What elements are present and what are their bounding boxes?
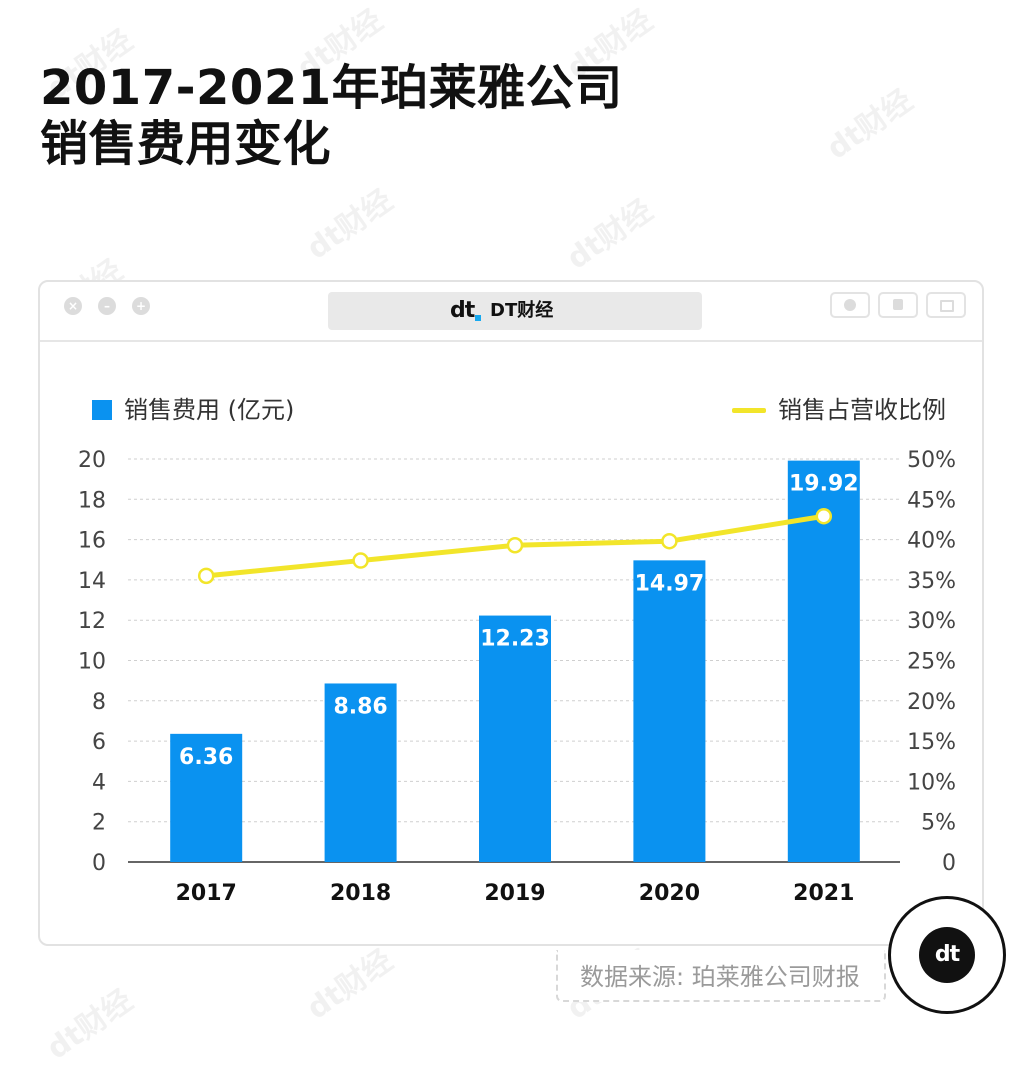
bar-value-label: 14.97	[635, 571, 705, 596]
y-right-tick-label: 20%	[907, 690, 956, 715]
page-title: 2017-2021年珀莱雅公司 销售费用变化	[40, 60, 623, 172]
x-tick-label: 2021	[793, 881, 854, 906]
y-left-tick-label: 2	[92, 811, 106, 836]
y-right-tick-label: 30%	[907, 609, 956, 634]
bar-value-label: 6.36	[179, 745, 233, 770]
dt-badge-logo-icon: dt	[919, 927, 975, 983]
legend-line-swatch	[732, 408, 766, 413]
y-left-tick-label: 20	[78, 448, 106, 473]
ratio-point	[352, 552, 369, 569]
y-left-tick-label: 14	[78, 569, 106, 594]
y-left-tick-label: 12	[78, 609, 106, 634]
bar-value-label: 19.92	[789, 472, 859, 497]
window-title-bar: × – + dt DT财经	[40, 282, 982, 342]
legend-bar: 销售费用 (亿元)	[92, 396, 294, 424]
dt-badge: dt	[888, 896, 1006, 1014]
y-right-tick-label: 0	[942, 851, 956, 876]
source-note: 数据来源: 珀莱雅公司财报	[580, 963, 860, 991]
bar-value-label: 12.23	[480, 627, 550, 652]
y-left-tick-label: 4	[92, 770, 106, 795]
legend-line: 销售占营收比例	[732, 396, 946, 424]
y-right-tick-label: 5%	[921, 811, 956, 836]
x-tick-label: 2019	[484, 881, 545, 906]
share-icon[interactable]	[878, 292, 918, 318]
y-left-tick-label: 18	[78, 488, 106, 513]
legend-bar-swatch	[92, 400, 112, 420]
y-right-tick-label: 35%	[907, 569, 956, 594]
y-left-tick-label: 10	[78, 650, 106, 675]
address-bar: dt DT财经	[328, 292, 702, 330]
y-right-tick-label: 15%	[907, 730, 956, 755]
x-tick-label: 2018	[330, 881, 391, 906]
title-line-1: 2017-2021年珀莱雅公司	[40, 60, 623, 116]
minimize-icon[interactable]: –	[98, 297, 116, 315]
source-tab	[556, 950, 886, 1002]
y-left-tick-label: 6	[92, 730, 106, 755]
window-icon[interactable]	[926, 292, 966, 318]
y-left-tick-label: 0	[92, 851, 106, 876]
legend-bar-label: 销售费用 (亿元)	[124, 396, 295, 424]
x-tick-label: 2017	[176, 881, 237, 906]
y-right-tick-label: 10%	[907, 770, 956, 795]
legend-line-label: 销售占营收比例	[778, 396, 946, 424]
y-right-tick-label: 40%	[907, 529, 956, 554]
record-icon[interactable]	[830, 292, 870, 318]
ratio-point	[506, 536, 524, 554]
ratio-point	[661, 532, 678, 550]
bar	[633, 560, 706, 862]
dt-logo-icon: dt	[450, 298, 482, 323]
bar	[787, 460, 860, 862]
bar	[479, 615, 551, 862]
ratio-point	[815, 507, 833, 525]
bar	[324, 683, 397, 862]
ratio-point	[197, 567, 215, 585]
y-left-tick-label: 16	[78, 529, 106, 554]
brand-name: DT财经	[490, 300, 554, 321]
title-line-2: 销售费用变化	[40, 116, 332, 172]
y-right-tick-label: 25%	[907, 650, 956, 675]
bar	[170, 733, 243, 862]
bar-value-label: 8.86	[333, 694, 387, 719]
maximize-icon[interactable]: +	[132, 297, 150, 315]
close-icon[interactable]: ×	[64, 297, 82, 315]
y-left-tick-label: 8	[92, 690, 106, 715]
y-right-tick-label: 45%	[907, 488, 956, 513]
x-tick-label: 2020	[639, 881, 700, 906]
y-right-tick-label: 50%	[907, 448, 956, 473]
